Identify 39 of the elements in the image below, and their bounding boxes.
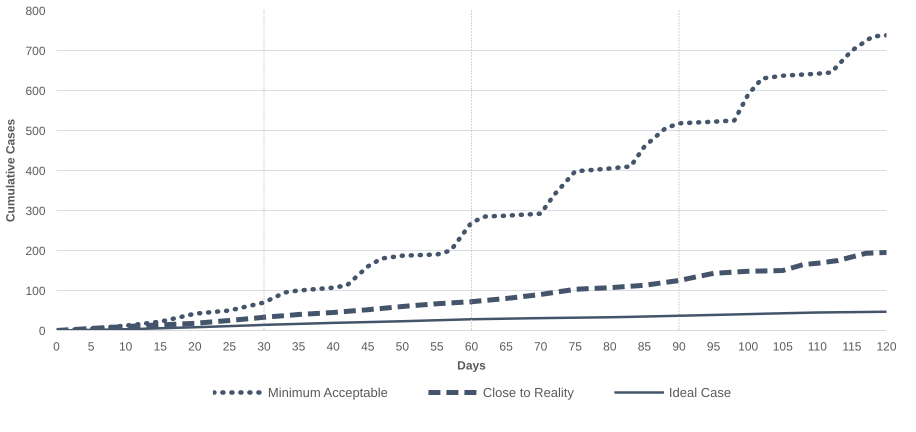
x-tick-label: 95 — [706, 340, 721, 354]
x-tick-label: 30 — [257, 340, 271, 354]
x-tick-label: 20 — [188, 340, 202, 354]
x-tick-label: 0 — [53, 340, 60, 354]
y-tick-label: 700 — [25, 44, 46, 58]
x-tick-label: 50 — [396, 340, 410, 354]
x-tick-label: 105 — [772, 340, 794, 354]
y-tick-label: 600 — [25, 84, 46, 98]
x-tick-label: 15 — [154, 340, 168, 354]
y-axis-title: Cumulative Cases — [3, 118, 18, 222]
x-tick-label: 110 — [808, 340, 828, 354]
x-tick-label: 75 — [568, 340, 582, 354]
x-tick-label: 100 — [738, 340, 759, 354]
y-tick-label: 800 — [25, 4, 46, 18]
x-tick-label: 10 — [118, 340, 133, 354]
x-tick-label: 115 — [842, 340, 862, 354]
x-tick-label: 60 — [464, 340, 478, 354]
x-axis-title: Days — [457, 358, 486, 372]
y-tick-label: 400 — [25, 164, 46, 178]
x-tick-label: 40 — [326, 340, 340, 354]
x-tick-label: 90 — [672, 340, 686, 354]
x-tick-label: 55 — [430, 340, 444, 354]
x-tick-label: 65 — [499, 340, 514, 354]
legend-label: Close to Reality — [482, 384, 574, 400]
y-tick-label: 200 — [25, 244, 46, 258]
legend-label: Minimum Acceptable — [268, 384, 388, 400]
x-tick-label: 45 — [361, 340, 375, 354]
x-tick-label: 80 — [603, 340, 617, 354]
y-tick-label: 0 — [38, 324, 46, 338]
x-tick-label: 120 — [876, 340, 897, 354]
y-tick-label: 500 — [25, 124, 46, 138]
x-tick-label: 5 — [88, 340, 95, 354]
x-tick-label: 25 — [222, 340, 236, 354]
y-tick-label: 300 — [25, 204, 46, 218]
x-tick-label: 85 — [638, 340, 652, 354]
x-tick-label: 70 — [534, 340, 548, 354]
legend-label: Ideal Case — [668, 384, 732, 400]
y-tick-label: 100 — [25, 284, 46, 298]
x-tick-label: 35 — [292, 340, 306, 354]
